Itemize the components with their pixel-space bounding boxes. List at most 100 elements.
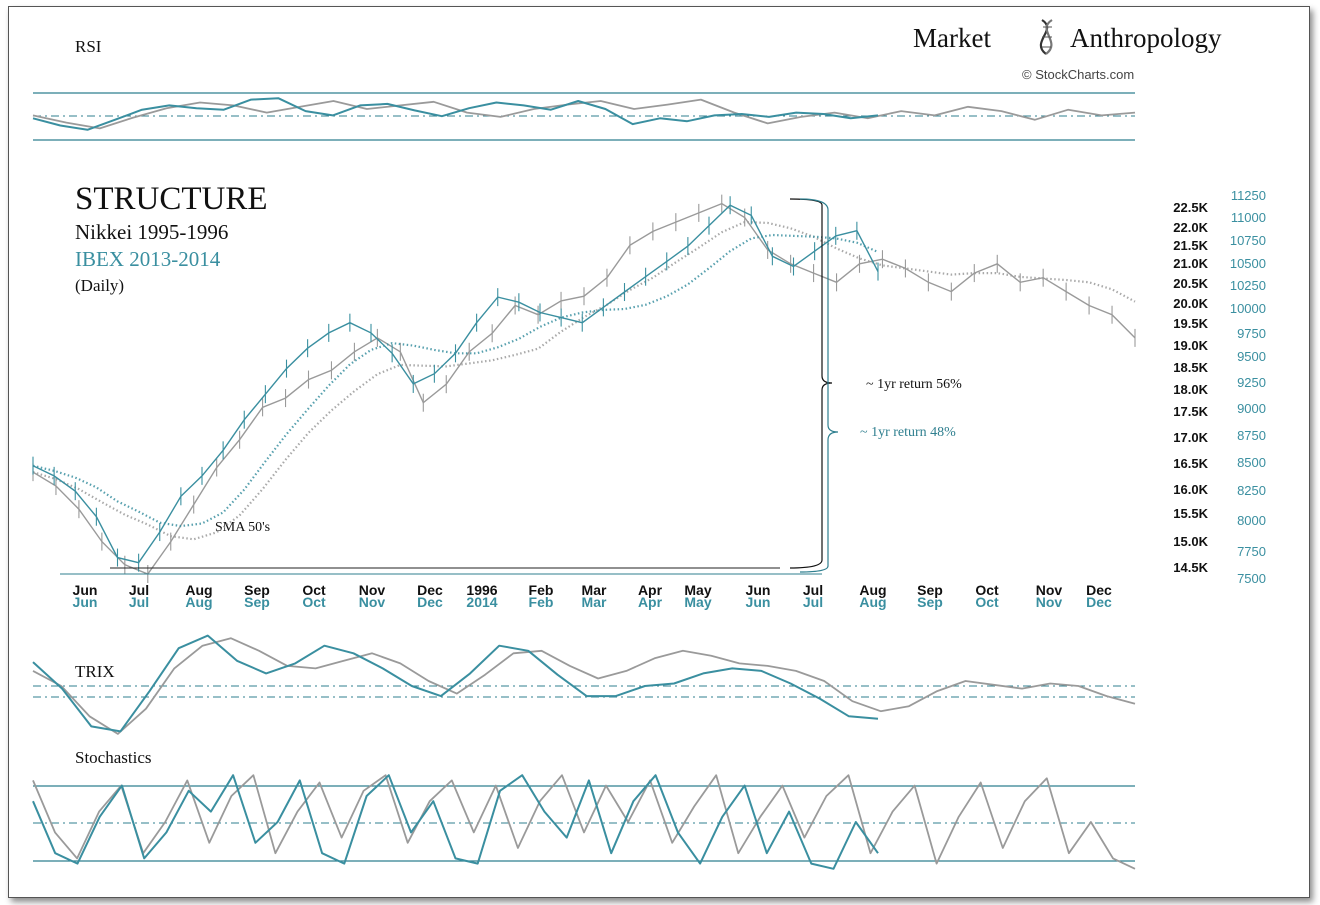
x-tick-a: Sep [917,582,943,598]
x-tick-a: Mar [582,582,607,598]
y-tick-a: 18.0K [1173,382,1208,397]
rsi-lines [32,97,1136,131]
x-tick-a: Aug [859,582,886,598]
x-tick-a: Oct [975,582,999,598]
y-tick-a: 15.5K [1173,506,1208,521]
x-tick-a: 1996 [466,582,497,598]
stochastics-lines [32,774,1136,870]
frequency-label: (Daily) [75,276,124,295]
x-axis: Jun Jul Aug Sep Oct Nov Dec 1996 Feb Mar Apr May Jun… [73,582,1112,610]
y-tick-b: 9000 [1237,401,1266,416]
return-annotation-b: ~ 1yr return 48% [860,425,956,440]
y-tick-b: 10750 [1230,233,1266,248]
x-tick-b: Aug [859,594,886,610]
x-tick-b: May [684,594,711,610]
x-tick-b: Mar [582,594,607,610]
x-tick-a: Nov [1036,582,1063,598]
y-tick-b: 7750 [1237,544,1266,559]
x-tick-b: Dec [1086,594,1112,610]
nikkei-sma50-line [32,220,1136,541]
y-tick-a: 22.0K [1173,220,1208,235]
y-tick-b: 10500 [1230,256,1266,271]
ibex-sma50-line [32,233,879,528]
x-tick-b: Jul [803,594,823,610]
return-annotation-a: ~ 1yr return 56% [866,377,962,392]
y-tick-b: 9500 [1237,349,1266,364]
x-tick-a: Jun [746,582,771,598]
y-tick-a: 15.0K [1173,534,1208,549]
y-tick-a: 21.0K [1173,256,1208,271]
x-tick-b: Nov [359,594,386,610]
rsi-nikkei-line [32,98,1136,130]
x-tick-a: Jul [129,582,149,598]
x-tick-b: Apr [638,594,663,610]
y-tick-a: 19.5K [1173,316,1208,331]
trix-lines [32,634,1136,735]
y-tick-a: 20.5K [1173,276,1208,291]
x-tick-b: Jul [129,594,149,610]
y-tick-a: 18.5K [1173,360,1208,375]
rsi-guides [33,92,1135,141]
brand-word1: Market [913,23,991,53]
y-tick-b: 8000 [1237,513,1266,528]
price-series [32,194,1136,583]
y-tick-b: 8500 [1237,455,1266,470]
rsi-ibex-line [32,97,879,131]
y-tick-b: 10000 [1230,301,1266,316]
stoch-guides [33,785,1135,862]
y-tick-a: 22.5K [1173,200,1208,215]
y-axis: 22.5K 22.0K 21.5K 21.0K 20.5K 20.0K 19.5K 19.0K… [1173,188,1266,586]
y-tick-b: 8250 [1237,483,1266,498]
return-brackets [110,198,839,573]
x-tick-b: Jun [73,594,98,610]
stoch-ibex-line [32,774,879,870]
y-tick-b: 11250 [1231,188,1266,203]
y-tick-a: 16.0K [1173,482,1208,497]
y-tick-b: 7500 [1237,571,1266,586]
trix-ibex-line [32,634,879,733]
y-tick-a: 17.0K [1173,430,1208,445]
y-tick-a: 14.5K [1173,560,1208,575]
x-tick-b: Aug [185,594,212,610]
x-tick-b: Jun [746,594,771,610]
x-tick-b: Feb [529,594,554,610]
y-tick-b: 11000 [1231,210,1266,225]
y-tick-b: 9750 [1237,326,1266,341]
x-tick-a: Oct [302,582,326,598]
stoch-nikkei-line [32,774,1136,870]
x-tick-a: Jul [803,582,823,598]
series-a-label: Nikkei 1995-1996 [75,220,228,244]
x-tick-b: Oct [302,594,326,610]
y-tick-b: 8750 [1237,428,1266,443]
x-tick-a: Dec [417,582,443,598]
y-tick-a: 16.5K [1173,456,1208,471]
brand-word2: Anthropology [1070,23,1222,53]
x-tick-a: Dec [1086,582,1112,598]
sma-note: SMA 50's [215,520,270,535]
x-tick-b: Sep [244,594,270,610]
y-tick-a: 21.5K [1173,238,1208,253]
chart-title: STRUCTURE [75,181,268,217]
x-tick-a: Feb [529,582,554,598]
x-tick-a: May [684,582,711,598]
x-tick-a: Jun [73,582,98,598]
x-tick-b: Dec [417,594,443,610]
x-tick-b: Sep [917,594,943,610]
y-tick-a: 19.0K [1173,338,1208,353]
x-tick-b: 2014 [466,594,497,610]
series-b-label: IBEX 2013-2014 [75,247,221,271]
trix-label: TRIX [75,662,115,681]
y-tick-a: 20.0K [1173,296,1208,311]
y-tick-a: 17.5K [1173,404,1208,419]
y-tick-b: 9250 [1237,375,1266,390]
x-tick-b: Nov [1036,594,1063,610]
stochastics-label: Stochastics [75,748,152,767]
chart-frame [8,6,1310,898]
x-tick-b: Oct [975,594,999,610]
credit-text: © StockCharts.com [1022,67,1134,82]
x-tick-a: Sep [244,582,270,598]
y-tick-b: 10250 [1230,278,1266,293]
dna-icon [1039,19,1053,55]
x-tick-a: Apr [638,582,663,598]
